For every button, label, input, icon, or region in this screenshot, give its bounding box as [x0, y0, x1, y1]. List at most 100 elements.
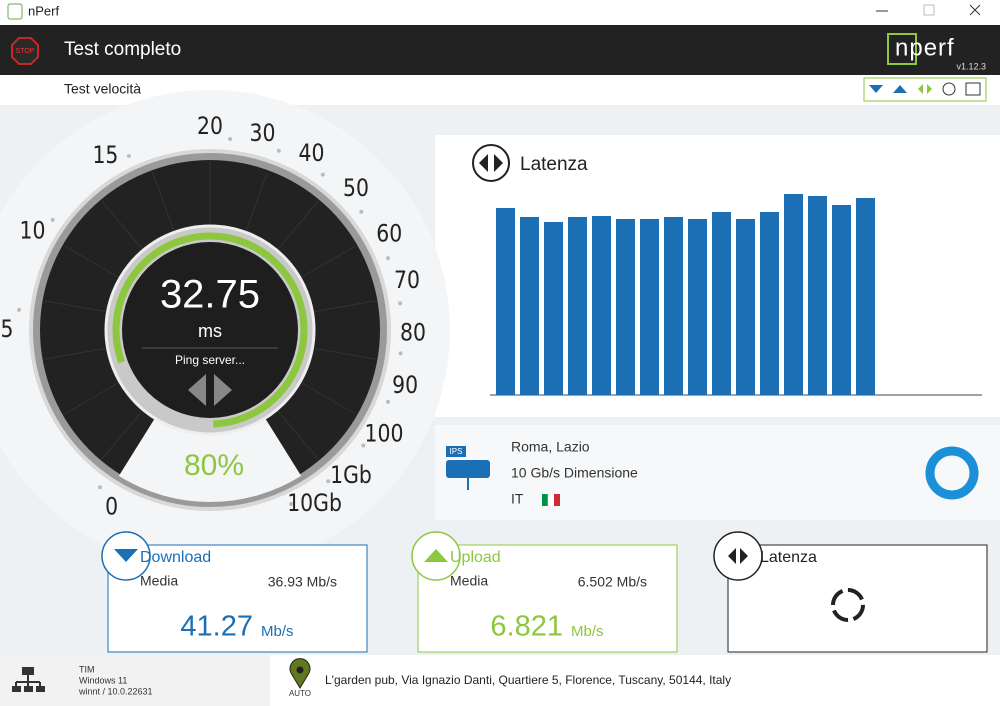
title-bar	[0, 0, 1000, 25]
progress-label: 80%	[184, 449, 244, 482]
upload-button[interactable]	[893, 85, 907, 93]
gauge-tick-label: 20	[197, 112, 223, 140]
server-capacity: 10 Gb/s Dimensione	[511, 465, 638, 481]
server-badge-label: IPS	[450, 447, 463, 456]
flag-red	[554, 494, 560, 506]
view-buttons	[863, 77, 987, 102]
app-icon	[7, 3, 23, 20]
network-node	[36, 686, 45, 692]
gauge-dot	[126, 153, 131, 158]
gauge-tick-label: 0	[105, 493, 118, 521]
pin-dot	[296, 666, 304, 674]
gauge-dot	[17, 307, 22, 312]
gauge-tick-label: 60	[376, 220, 402, 248]
subheader-title: Test velocità	[64, 81, 141, 97]
arrow-right	[214, 374, 232, 406]
ping-value: 32.75	[160, 273, 260, 317]
maximize[interactable]	[923, 4, 935, 16]
latency-bar	[616, 219, 635, 395]
ping-unit: ms	[198, 321, 222, 341]
inner-face	[122, 242, 298, 418]
gauge-tick-label: 70	[394, 266, 420, 294]
download-arrow	[114, 549, 138, 562]
card	[107, 544, 368, 653]
dial-divider	[44, 347, 106, 360]
average-label: Media	[140, 573, 178, 589]
flag-white	[547, 493, 555, 507]
latency-left	[728, 548, 736, 564]
footer-device	[0, 655, 270, 706]
progress-arc	[112, 232, 308, 428]
server-badge	[446, 446, 466, 457]
latency-bar	[784, 194, 803, 395]
latency-bar	[736, 219, 755, 395]
latency-bar	[832, 205, 851, 395]
dial-divider	[245, 171, 268, 231]
gauge-tick-label: 1Gb	[330, 461, 372, 489]
dial-divider	[314, 347, 376, 360]
location-mode: AUTO	[289, 689, 311, 698]
gauge-tick-label: 40	[299, 140, 325, 168]
server-location: Roma, Lazio	[511, 439, 590, 455]
gauge-tick-label: 90	[392, 371, 418, 399]
server-info: IPS Roma, Lazio 10 Gb/s Dimensione IT	[446, 439, 979, 507]
latency-bar	[664, 217, 683, 395]
gauge-tick-label: 50	[343, 174, 369, 202]
average-label: Media	[450, 573, 488, 589]
download-button[interactable]	[869, 85, 883, 93]
dial-divider	[101, 200, 143, 250]
latency-bar	[520, 217, 539, 395]
gauge-dot	[326, 479, 331, 484]
dial-divider	[101, 410, 143, 460]
upload-arrow	[424, 549, 448, 562]
network-lines	[15, 675, 41, 686]
stop-button[interactable]	[11, 37, 39, 65]
card-title: Upload	[450, 549, 501, 566]
latency-bar	[640, 219, 659, 395]
card-title: Latenza	[760, 549, 817, 566]
latency-bar	[568, 217, 587, 395]
header-title: Test completo	[64, 39, 181, 60]
dial-divider	[44, 300, 106, 313]
network-node	[24, 686, 33, 692]
card	[417, 544, 678, 653]
latency-bar	[496, 208, 515, 395]
latency-icon	[472, 144, 510, 182]
network-icon	[22, 667, 34, 675]
gauge-dot	[398, 301, 403, 306]
latency-bar	[592, 216, 611, 395]
dial-divider	[301, 245, 356, 278]
latency-bar	[544, 222, 563, 395]
gauge-tick-label: 30	[250, 119, 276, 147]
dial-divider	[277, 410, 319, 460]
operator: TIM	[79, 664, 95, 674]
stop-label[interactable]: STOP	[16, 48, 35, 55]
close[interactable]	[969, 4, 981, 16]
latency-right	[740, 548, 748, 564]
gauge-dot	[386, 399, 391, 404]
gauge-dot	[289, 502, 294, 507]
latency-chart: Latenza	[472, 144, 982, 396]
video-button[interactable]	[965, 82, 981, 96]
gauge-tick-label: 15	[92, 141, 118, 169]
card	[727, 544, 988, 653]
dial-divider	[314, 300, 376, 313]
gauge-dot	[97, 485, 102, 490]
server-panel	[435, 425, 1000, 520]
latency-button[interactable]	[918, 84, 923, 94]
gauge-dot	[50, 217, 55, 222]
latency-bar	[760, 212, 779, 395]
arrow-left	[188, 374, 206, 406]
latency-icon-right	[494, 154, 503, 172]
average: 36.93 Mb/s	[268, 574, 337, 590]
gauge-dot	[386, 256, 391, 261]
view-bar	[863, 77, 987, 102]
os: Windows 11	[79, 675, 127, 685]
gauge-dot	[320, 172, 325, 177]
globe-button[interactable]	[942, 82, 956, 96]
dial-divider	[301, 382, 356, 415]
spinner	[925, 446, 979, 500]
latency-bar	[712, 212, 731, 395]
dial-divider	[277, 200, 319, 250]
